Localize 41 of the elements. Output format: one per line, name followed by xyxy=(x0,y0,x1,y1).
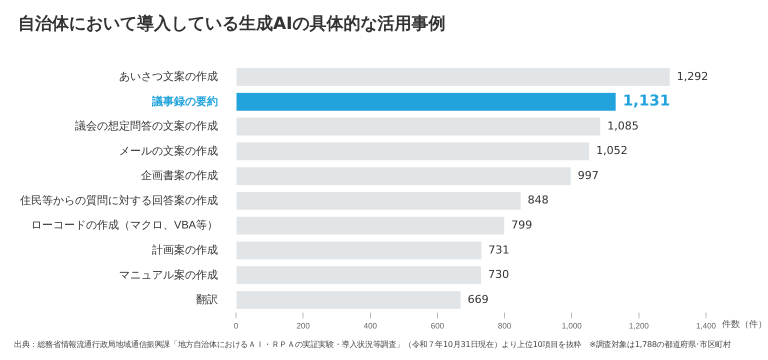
y-tick-label: メールの文案の作成 xyxy=(119,144,218,158)
data-label: 669 xyxy=(468,292,489,306)
data-label: 1,052 xyxy=(596,144,628,158)
bar xyxy=(236,142,590,160)
data-label: 997 xyxy=(578,168,599,182)
y-tick-label: マニュアル案の作成 xyxy=(119,268,218,282)
bar xyxy=(236,192,521,210)
x-tick-label: 1,400 xyxy=(696,321,717,330)
data-label: 1,131 xyxy=(622,92,670,110)
y-tick-label: 住民等からの質問に対する回答案の作成 xyxy=(20,194,218,207)
data-label: 799 xyxy=(511,218,532,232)
y-tick-label: 議事録の要約 xyxy=(151,94,218,108)
y-tick-label: 企画書案の作成 xyxy=(141,169,218,182)
y-tick-label: 計画案の作成 xyxy=(152,243,218,256)
bar xyxy=(236,266,482,284)
data-label: 1,085 xyxy=(607,119,639,132)
x-tick-label: 600 xyxy=(430,321,445,330)
bar xyxy=(236,242,482,260)
bar xyxy=(236,167,571,186)
bar xyxy=(236,291,461,309)
x-tick-label: 200 xyxy=(296,321,310,330)
bar xyxy=(236,118,600,136)
y-tick-label: 翻訳 xyxy=(196,293,218,306)
data-label: 848 xyxy=(528,194,549,207)
source-note: 出典：総務省情報流通行政局地域通信振興課「地方自治体におけるＡＩ・ＲＰＡの実証実験・導入状況等調査」（令和７年10月31日現在）より上位10項目を抜粋 ※調査対象は1,788の都道府県･市区町村 xyxy=(14,339,731,350)
x-tick-label: 800 xyxy=(498,321,512,330)
bar xyxy=(236,92,616,111)
x-axis-title: 件数（件） xyxy=(722,319,767,330)
y-tick-label: 議会の想定問答の文案の作成 xyxy=(75,120,218,133)
x-tick-label: 0 xyxy=(234,321,239,330)
chart-title: 自治体において導入している生成AIの具体的な活用事例 xyxy=(18,13,446,35)
x-tick-label: 1,200 xyxy=(628,321,650,330)
bar xyxy=(236,68,670,86)
x-tick-label: 1,000 xyxy=(562,321,582,330)
data-label: 1,292 xyxy=(676,70,708,83)
y-tick-label: ローコードの作成（マクロ、VBA等） xyxy=(30,218,218,232)
x-tick-label: 400 xyxy=(364,321,378,330)
data-label: 730 xyxy=(488,268,510,282)
bar xyxy=(236,216,504,235)
y-tick-label: あいさつ文案の作成 xyxy=(119,70,218,84)
data-label: 731 xyxy=(488,243,510,256)
